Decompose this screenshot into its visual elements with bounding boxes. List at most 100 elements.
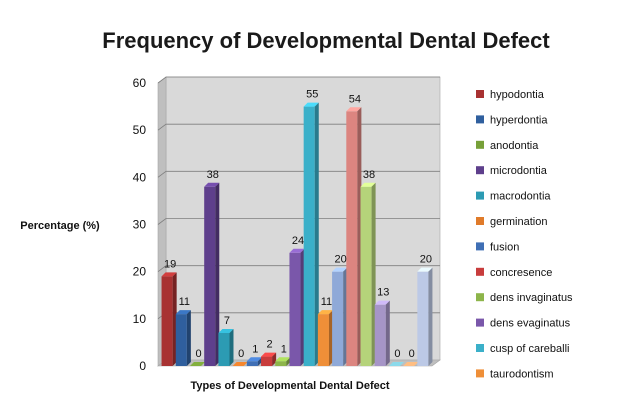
- legend-label: dens invaginatus: [490, 292, 573, 304]
- legend-swatch: [476, 369, 484, 378]
- data-label: 1: [281, 343, 287, 355]
- bar-front: [360, 186, 372, 366]
- bar-extra-3: [360, 182, 376, 366]
- legend-label: anodontia: [490, 140, 539, 152]
- bar-side: [186, 310, 191, 366]
- bar-dens-evaginatus: [289, 248, 305, 366]
- data-label: 55: [306, 89, 318, 101]
- bar-side: [300, 248, 305, 366]
- y-tick-label: 40: [133, 170, 147, 184]
- legend-item-microdontia: microdontia: [476, 165, 548, 177]
- bar-zero: [388, 362, 405, 366]
- bar-anodontia: [189, 362, 206, 366]
- gridline: [157, 76, 440, 84]
- legend-label: hypodontia: [490, 89, 545, 101]
- legend-swatch: [476, 115, 484, 124]
- bar-front: [289, 252, 301, 366]
- legend-label: cusp of careballi: [490, 343, 570, 355]
- legend-label: fusion: [490, 241, 519, 253]
- bar-front: [346, 111, 358, 366]
- legend-item-taurodontism: taurodontism: [476, 368, 554, 380]
- bar-front: [218, 332, 230, 366]
- bar-top: [161, 272, 177, 277]
- bar-front: [175, 314, 187, 366]
- legend-item-germination: germination: [476, 216, 547, 228]
- y-tick-label: 20: [133, 265, 147, 279]
- legend-label: concresence: [490, 267, 552, 279]
- x-axis-title: Types of Developmental Dental Defect: [190, 380, 389, 392]
- legend-label: macrodontia: [490, 191, 551, 203]
- y-tick-label: 10: [133, 312, 147, 326]
- bar-top: [218, 328, 234, 333]
- legend-label: microdontia: [490, 165, 548, 177]
- legend-item-concresence: concresence: [476, 267, 552, 279]
- y-tick-label: 60: [133, 76, 147, 90]
- bar-taurodontism: [317, 310, 333, 366]
- legend: hypodontia hyperdontia anodontia microdonti…: [476, 89, 573, 380]
- bar-front: [317, 314, 329, 366]
- bar-front: [332, 271, 344, 366]
- legend-swatch: [476, 267, 484, 276]
- bar-front: [275, 361, 287, 366]
- legend-item-anodontia: anodontia: [476, 140, 539, 152]
- y-tick-label: 30: [133, 218, 147, 232]
- bar-front: [374, 304, 386, 366]
- legend-swatch: [476, 191, 484, 200]
- legend-swatch: [476, 140, 484, 149]
- legend-label: germination: [490, 216, 547, 228]
- data-label: 19: [164, 258, 176, 270]
- bar-side: [229, 328, 234, 366]
- legend-label: hyperdontia: [490, 114, 548, 126]
- data-label: 11: [179, 296, 190, 308]
- legend-item-dens-invaginatus: dens invaginatus: [476, 292, 573, 304]
- bar-top: [261, 352, 277, 357]
- bar-top: [303, 102, 319, 107]
- bar-extra-7: [417, 267, 433, 366]
- bar-top: [346, 107, 362, 112]
- legend-item-fusion: fusion: [476, 241, 519, 253]
- bar-side: [328, 310, 333, 366]
- bars: [161, 102, 433, 367]
- bar-top: [332, 267, 348, 272]
- bar-side: [343, 267, 348, 366]
- data-label: 38: [363, 169, 375, 181]
- bar-side: [215, 182, 220, 366]
- bar-extra-6: [403, 362, 419, 366]
- data-label: 0: [238, 348, 244, 360]
- bar-side: [272, 352, 277, 366]
- chart-title: Frequency of Developmental Dental Defect: [102, 28, 550, 53]
- bar-top: [289, 248, 305, 253]
- y-tick-label: 50: [133, 123, 147, 137]
- bar-extra-2: [346, 107, 362, 367]
- legend-swatch: [476, 166, 484, 175]
- bar-side: [385, 300, 390, 366]
- bar-side: [314, 102, 319, 366]
- legend-item-hypodontia: hypodontia: [476, 89, 545, 101]
- bar-dens-invaginatus: [275, 357, 291, 366]
- bar-zero: [232, 362, 248, 366]
- legend-item-dens-evaginatus: dens evaginatus: [476, 318, 571, 330]
- bar-cusp-of-careballi: [303, 102, 319, 366]
- bar-extra-5: [388, 362, 405, 366]
- bar-zero: [403, 362, 419, 366]
- legend-label: taurodontism: [490, 368, 554, 380]
- bar-top: [417, 267, 433, 272]
- data-label: 0: [195, 348, 201, 360]
- data-label: 38: [207, 169, 219, 181]
- bar-concresence: [261, 352, 277, 366]
- bar-front: [417, 271, 429, 366]
- data-label: 24: [292, 235, 304, 247]
- bar-hypodontia: [161, 272, 177, 366]
- bar-top: [374, 300, 390, 305]
- bar-front: [261, 356, 273, 366]
- legend-swatch: [476, 90, 484, 98]
- bar-top: [275, 357, 291, 362]
- data-label: 1: [252, 343, 258, 355]
- legend-swatch: [476, 242, 484, 251]
- legend-item-cusp-of-careballi: cusp of careballi: [476, 343, 570, 355]
- data-label: 11: [321, 296, 332, 308]
- legend-label: dens evaginatus: [490, 318, 571, 330]
